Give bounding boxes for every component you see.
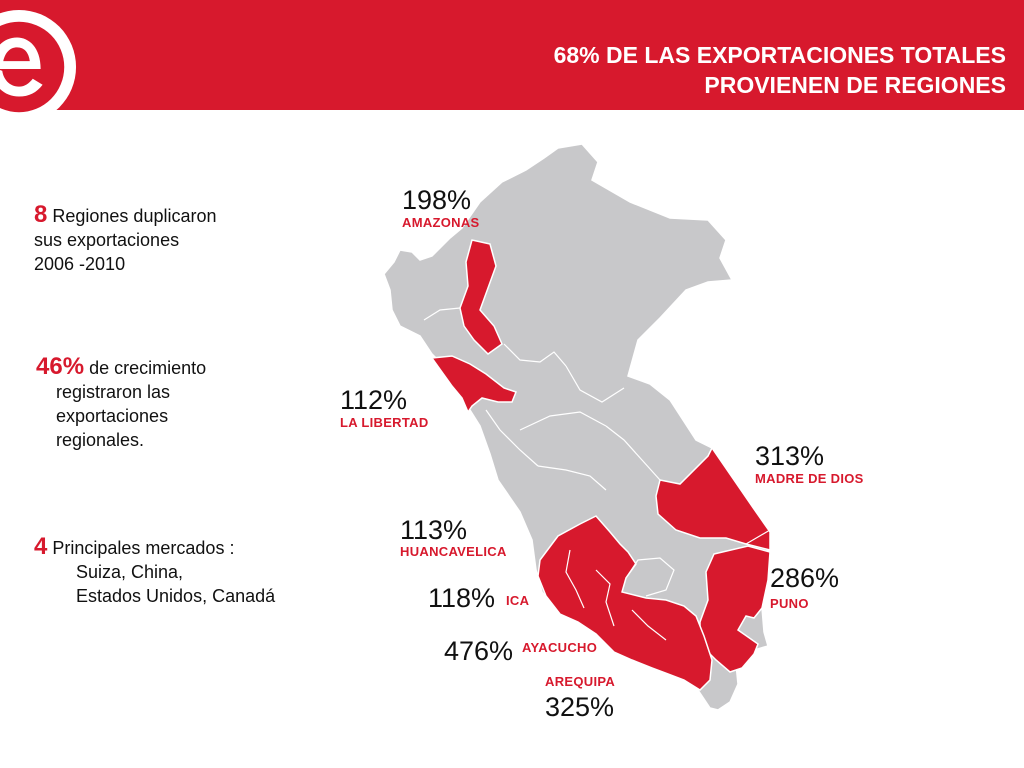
stat-markets-text-2: Suiza, China, (76, 562, 184, 582)
pct-ayacucho: 476% (444, 636, 514, 666)
label-puno: PUNO (770, 596, 809, 611)
stat-regions-number: 8 (34, 201, 48, 228)
stat-markets-text-1: Principales mercados : (52, 538, 235, 558)
pct-madre-de-dios: 313% (755, 441, 825, 471)
region-puno (699, 545, 771, 673)
label-amazonas: AMAZONAS (402, 215, 480, 230)
stat-growth-text-2: registraron las (56, 382, 171, 402)
stat-markets-number: 4 (34, 533, 48, 560)
region-madre-de-dios (655, 446, 771, 551)
header-bar: 68% DE LAS EXPORTACIONES TOTALES PROVIEN… (0, 0, 1024, 125)
stat-regions-doubled: 8 Regiones duplicaron sus exportaciones … (34, 203, 216, 276)
label-madre-de-dios: MADRE DE DIOS (755, 471, 864, 486)
pct-puno: 286% (770, 563, 840, 593)
label-arequipa: AREQUIPA (545, 674, 616, 689)
region-borders (423, 307, 771, 641)
region-amazonas (459, 239, 503, 355)
stat-markets: 4 Principales mercados : Suiza, China, E… (34, 535, 275, 608)
peru-map (383, 143, 771, 711)
label-huancavelica: HUANCAVELICA (400, 544, 507, 559)
page-title: 68% DE LAS EXPORTACIONES TOTALES PROVIEN… (554, 40, 1006, 100)
pct-amazonas: 198% (402, 185, 472, 215)
stat-regions-text-2: sus exportaciones (34, 230, 180, 250)
stat-markets-text-3: Estados Unidos, Canadá (76, 586, 276, 606)
stat-growth-number: 46% (36, 353, 85, 380)
stat-regions-text-3: 2006 -2010 (34, 254, 126, 274)
brand-logo-icon (0, 9, 77, 125)
stat-growth: 46% de crecimiento registraron las expor… (36, 355, 206, 452)
stat-growth-text-3: exportaciones (56, 406, 169, 426)
pct-arequipa: 325% (545, 692, 615, 722)
title-line-2: PROVIENEN DE REGIONES (704, 72, 1006, 98)
region-la-libertad (430, 355, 517, 414)
pct-la-libertad: 112% (340, 385, 408, 415)
stat-growth-text-4: regionales. (56, 430, 145, 450)
label-la-libertad: LA LIBERTAD (340, 415, 429, 430)
stat-growth-text-1: de crecimiento (89, 358, 207, 378)
pct-ica: 118% (428, 583, 496, 613)
region-south-block (537, 515, 713, 691)
title-line-1: 68% DE LAS EXPORTACIONES TOTALES (553, 42, 1006, 68)
label-ica: ICA (506, 593, 530, 608)
pct-huancavelica: 113% (400, 515, 468, 545)
label-ayacucho: AYACUCHO (522, 640, 598, 655)
stat-regions-text-1: Regiones duplicaron (52, 206, 217, 226)
